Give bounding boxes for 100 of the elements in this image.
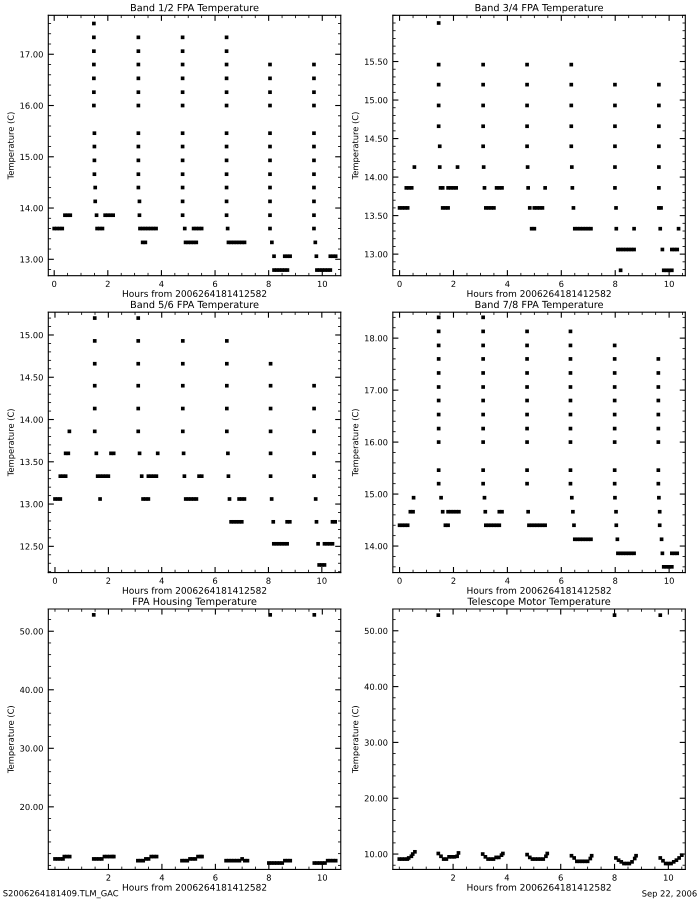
y-tick-label: 13.00	[20, 256, 43, 263]
point	[568, 482, 572, 486]
point	[194, 497, 198, 501]
point	[92, 76, 96, 80]
point	[481, 371, 485, 375]
point	[657, 82, 661, 86]
x-tick-label: 2	[451, 874, 455, 881]
point	[657, 186, 661, 190]
point	[613, 82, 617, 86]
point	[568, 344, 572, 348]
point	[271, 520, 276, 524]
point	[526, 186, 530, 190]
y-tick-label: 20.00	[20, 804, 43, 810]
point	[92, 62, 96, 66]
point	[613, 104, 617, 108]
point	[545, 852, 550, 856]
point	[246, 858, 250, 863]
y-axis-title: Temperature (C)	[7, 112, 16, 180]
point	[525, 385, 529, 389]
point	[93, 200, 98, 204]
text: Sep 22, 2006	[642, 890, 697, 898]
point	[94, 213, 98, 218]
point	[182, 226, 187, 230]
point	[136, 104, 140, 108]
point	[439, 854, 443, 858]
point	[136, 144, 140, 148]
chart-title: Band 1/2 FPA Temperature	[131, 4, 258, 14]
point	[525, 357, 529, 361]
point	[525, 330, 529, 334]
point	[661, 858, 665, 863]
point	[140, 474, 144, 478]
point	[482, 186, 486, 190]
point	[568, 371, 572, 375]
point	[657, 104, 661, 108]
point	[136, 172, 140, 176]
point	[268, 62, 272, 66]
point	[64, 474, 68, 478]
point	[612, 344, 617, 348]
point	[438, 144, 442, 148]
point	[224, 76, 228, 80]
point	[268, 76, 272, 80]
point	[436, 468, 440, 472]
point	[154, 854, 158, 858]
point	[242, 240, 246, 244]
point	[136, 186, 140, 190]
point	[288, 858, 292, 863]
point	[656, 385, 660, 389]
y-tick-label: 15.00	[365, 491, 388, 498]
point	[658, 510, 662, 514]
point	[656, 412, 660, 416]
point	[568, 426, 572, 430]
point	[481, 412, 485, 416]
point	[268, 406, 272, 410]
point	[614, 226, 618, 231]
point	[111, 213, 116, 218]
point	[92, 22, 96, 26]
point	[224, 90, 228, 94]
point	[146, 857, 150, 861]
y-tick-label: 17.00	[20, 51, 43, 58]
point	[660, 248, 664, 252]
point	[532, 226, 536, 231]
point	[525, 62, 529, 66]
x-tick-label: 10	[664, 578, 674, 584]
point	[569, 82, 574, 86]
point	[446, 523, 450, 528]
point	[570, 854, 574, 858]
point	[525, 412, 529, 416]
point	[180, 384, 185, 388]
y-tick-label: 15.00	[20, 332, 43, 338]
x-tick-label: 6	[559, 280, 564, 288]
point	[481, 426, 485, 430]
point	[224, 144, 228, 148]
point	[497, 523, 502, 528]
point	[616, 537, 620, 542]
point	[180, 62, 184, 66]
x-tick-label: 2	[106, 280, 110, 287]
point	[180, 158, 184, 162]
point	[480, 852, 485, 856]
point	[436, 613, 440, 617]
point	[312, 144, 316, 148]
point	[677, 856, 681, 860]
point	[240, 520, 244, 524]
x-tick-label: 2	[106, 874, 110, 881]
point	[224, 213, 228, 218]
point	[656, 440, 660, 444]
point	[612, 613, 616, 617]
point	[144, 240, 148, 244]
point	[446, 206, 450, 210]
point	[656, 426, 660, 430]
point	[436, 852, 440, 856]
x-tick-label: 0	[52, 280, 56, 288]
y-axis-title: Temperature (C)	[352, 409, 360, 476]
point	[268, 226, 272, 230]
point	[333, 520, 338, 524]
point	[194, 240, 198, 244]
point	[500, 510, 504, 514]
point	[268, 213, 272, 218]
point	[268, 384, 272, 388]
point	[312, 186, 316, 190]
point	[224, 62, 228, 66]
